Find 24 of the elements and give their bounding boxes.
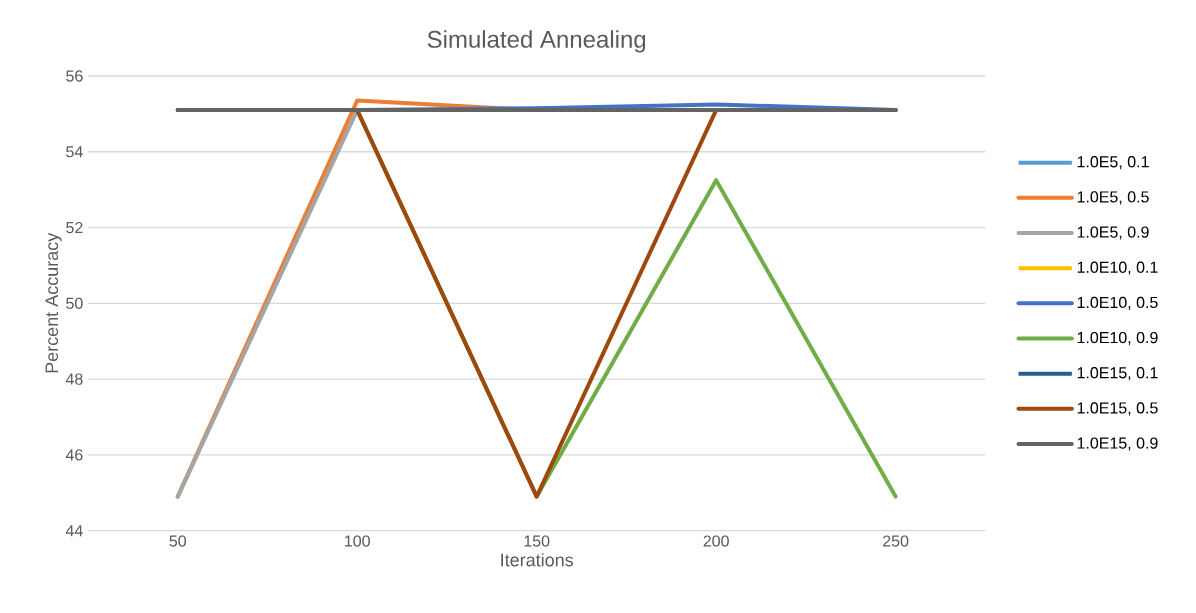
y-tick-label: 50 (66, 297, 83, 309)
x-tick-label: 150 (524, 535, 550, 547)
legend-label: 1.0E15, 0.5 (1077, 402, 1158, 416)
y-tick-label: 48 (65, 373, 83, 385)
y-axis-title: Percent Accuracy (45, 232, 62, 373)
x-tick-label: 100 (345, 535, 370, 547)
x-tick-label: 250 (883, 535, 909, 547)
x-axis-title: Iterations (501, 553, 574, 567)
legend-label: 1.0E10, 0.1 (1077, 261, 1158, 275)
y-tick-label: 46 (65, 449, 83, 461)
legend-label: 1.0E15, 0.1 (1077, 366, 1158, 381)
y-tick-label: 52 (66, 221, 83, 234)
legend-label: 1.0E10, 0.5 (1077, 296, 1158, 310)
y-tick-label: 44 (65, 525, 83, 537)
y-tick-label: 54 (66, 146, 83, 158)
legend-label: 1.0E5, 0.5 (1077, 191, 1149, 205)
legend-label: 1.0E5, 0.9 (1077, 226, 1149, 240)
legend-label: 1.0E10, 0.9 (1077, 331, 1158, 345)
y-tick-label: 56 (66, 70, 83, 82)
legend-label: 1.0E5, 0.1 (1077, 155, 1149, 170)
chart-title: Simulated Annealing (427, 30, 646, 53)
x-tick-label: 50 (169, 535, 187, 547)
legend-label: 1.0E15, 0.9 (1077, 437, 1158, 451)
x-tick-label: 200 (703, 535, 729, 547)
